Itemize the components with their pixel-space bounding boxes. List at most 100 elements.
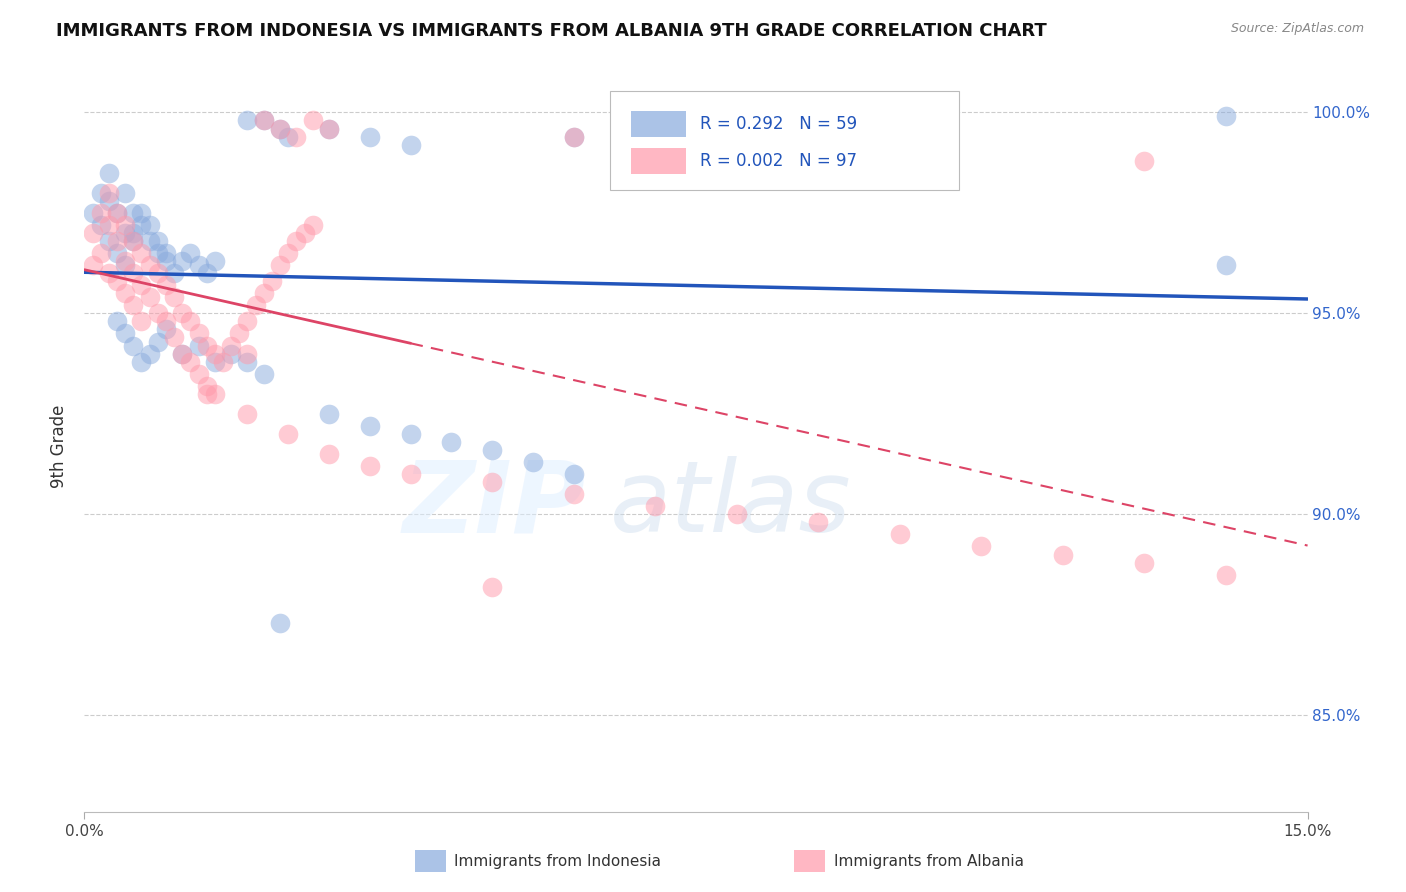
Point: [131, 218, 153, 232]
Point: [253, 286, 276, 301]
Point: [1215, 110, 1237, 124]
Point: [90, 186, 112, 200]
Point: [163, 290, 186, 304]
Point: [644, 500, 666, 514]
Point: [269, 258, 291, 272]
Point: [562, 129, 585, 144]
Point: [105, 246, 128, 260]
Point: [82, 258, 104, 272]
Point: [155, 254, 177, 268]
Point: [97, 266, 120, 280]
Point: [562, 487, 585, 501]
Point: [253, 113, 276, 128]
Point: [359, 418, 381, 433]
Point: [1215, 567, 1237, 582]
Point: [269, 615, 291, 630]
Point: [114, 286, 136, 301]
Point: [90, 206, 112, 220]
Point: [269, 121, 291, 136]
Point: [236, 354, 259, 368]
Point: [122, 226, 145, 240]
Point: [131, 314, 153, 328]
Point: [236, 407, 259, 421]
Text: Source: ZipAtlas.com: Source: ZipAtlas.com: [1230, 22, 1364, 36]
Point: [97, 186, 120, 200]
Point: [122, 298, 145, 312]
Point: [146, 246, 169, 260]
Point: [131, 278, 153, 293]
Point: [204, 346, 226, 360]
Point: [260, 274, 283, 288]
Point: [219, 338, 242, 352]
Point: [97, 166, 120, 180]
Point: [138, 346, 160, 360]
Point: [82, 206, 104, 220]
Point: [172, 306, 194, 320]
Point: [172, 346, 194, 360]
Point: [318, 407, 340, 421]
Point: [204, 386, 226, 401]
Point: [318, 121, 340, 136]
Point: [155, 322, 177, 336]
Point: [236, 314, 259, 328]
Point: [187, 258, 209, 272]
Point: [163, 266, 186, 280]
Point: [131, 246, 153, 260]
Point: [114, 326, 136, 341]
Point: [195, 386, 218, 401]
Point: [114, 254, 136, 268]
Point: [253, 367, 276, 381]
Point: [90, 246, 112, 260]
Text: IMMIGRANTS FROM INDONESIA VS IMMIGRANTS FROM ALBANIA 9TH GRADE CORRELATION CHART: IMMIGRANTS FROM INDONESIA VS IMMIGRANTS …: [56, 22, 1047, 40]
Point: [236, 346, 259, 360]
Point: [114, 186, 136, 200]
Point: [155, 278, 177, 293]
Point: [277, 129, 299, 144]
Point: [204, 354, 226, 368]
Point: [294, 226, 316, 240]
Point: [97, 234, 120, 248]
Point: [195, 266, 218, 280]
Point: [1133, 153, 1156, 168]
Point: [285, 129, 308, 144]
Point: [301, 113, 323, 128]
FancyBboxPatch shape: [610, 91, 959, 190]
Point: [522, 455, 544, 469]
Text: Immigrants from Indonesia: Immigrants from Indonesia: [454, 854, 661, 869]
Point: [889, 527, 911, 541]
Point: [236, 113, 259, 128]
Point: [97, 218, 120, 232]
Point: [399, 137, 422, 152]
Point: [481, 475, 503, 490]
Point: [481, 580, 503, 594]
Point: [179, 354, 201, 368]
Point: [122, 234, 145, 248]
Point: [105, 314, 128, 328]
Point: [138, 290, 160, 304]
Point: [725, 145, 748, 160]
Point: [318, 447, 340, 461]
Point: [138, 258, 160, 272]
Point: [122, 234, 145, 248]
Point: [122, 206, 145, 220]
Point: [359, 459, 381, 474]
Text: atlas: atlas: [610, 456, 852, 553]
Point: [138, 234, 160, 248]
Point: [253, 113, 276, 128]
Point: [122, 266, 145, 280]
Point: [195, 378, 218, 392]
Point: [172, 254, 194, 268]
FancyBboxPatch shape: [631, 148, 686, 174]
Point: [562, 467, 585, 482]
Text: ZIP: ZIP: [404, 456, 586, 553]
Point: [155, 314, 177, 328]
Point: [1052, 548, 1074, 562]
Point: [807, 516, 830, 530]
Point: [277, 426, 299, 441]
Point: [399, 426, 422, 441]
FancyBboxPatch shape: [631, 112, 686, 137]
Point: [105, 274, 128, 288]
Point: [277, 246, 299, 260]
Point: [725, 508, 748, 522]
Point: [172, 346, 194, 360]
